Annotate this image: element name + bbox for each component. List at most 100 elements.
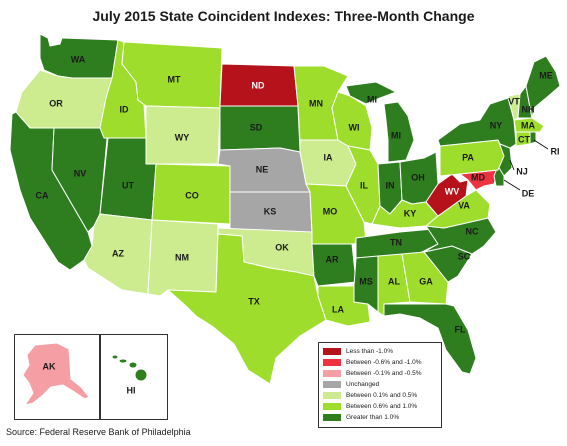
label-MA: MA — [521, 120, 535, 130]
legend-swatch — [323, 359, 341, 366]
hawaii-map: HI — [111, 354, 148, 395]
label-NH: NH — [522, 104, 535, 114]
label-IN: IN — [386, 180, 395, 190]
legend-item-p01_p05: Between 0.1% and 0.5% — [323, 390, 437, 401]
state-WV[interactable] — [425, 173, 469, 217]
alaska-map: AK — [22, 342, 90, 406]
state-MA[interactable] — [513, 117, 545, 133]
leader-nj — [509, 159, 515, 171]
state-MI-UP[interactable] — [345, 81, 397, 105]
label-FL: FL — [455, 324, 466, 334]
label-ME: ME — [539, 70, 553, 80]
state-GA[interactable] — [401, 251, 449, 305]
state-HI-group — [111, 354, 148, 382]
state-TX[interactable] — [167, 233, 327, 385]
label-SD: SD — [250, 122, 263, 132]
legend-item-gt_1: Greater than 1.0% — [323, 412, 437, 423]
label-PA: PA — [462, 152, 474, 162]
label-IA: IA — [324, 152, 334, 162]
state-IL[interactable] — [345, 145, 381, 225]
label-LA: LA — [332, 304, 344, 314]
state-MT[interactable] — [121, 41, 223, 109]
label-OH: OH — [411, 172, 425, 182]
alaska-inset: AK — [14, 334, 100, 420]
state-AR[interactable] — [311, 243, 357, 287]
legend-swatch — [323, 381, 341, 388]
label-RI: RI — [551, 146, 560, 156]
legend-swatch — [323, 392, 341, 399]
hi-island-oahu — [118, 358, 128, 364]
legend-label: Unchanged — [346, 381, 380, 388]
label-CO: CO — [185, 190, 199, 200]
legend-item-p06_p10: Between 0.6% and 1.0% — [323, 401, 437, 412]
legend-label: Between 0.6% and 1.0% — [346, 403, 418, 410]
legend-label: Between -0.6% and -1.0% — [346, 359, 422, 366]
state-IA[interactable] — [299, 139, 357, 187]
label-AL: AL — [388, 276, 400, 286]
label-MO: MO — [323, 206, 338, 216]
leader-de — [503, 179, 521, 191]
label-ID: ID — [120, 104, 130, 114]
label-WV: WV — [445, 186, 460, 196]
state-KY[interactable] — [371, 199, 439, 229]
label-WA: WA — [71, 54, 86, 64]
label-MS: MS — [359, 276, 373, 286]
legend-item-unchanged: Unchanged — [323, 379, 437, 390]
hi-island-big — [134, 368, 148, 382]
label-GA: GA — [419, 276, 433, 286]
label-NC: NC — [466, 226, 479, 236]
label-MN: MN — [309, 98, 323, 108]
label-NM: NM — [175, 252, 189, 262]
label-DE: DE — [522, 188, 535, 198]
label-TN: TN — [390, 237, 402, 247]
label-MI-UP: MI — [367, 94, 377, 104]
legend-label: Less than -1.0% — [346, 348, 393, 355]
legend-swatch — [323, 414, 341, 421]
legend: Less than -1.0% Between -0.6% and -1.0% Be… — [318, 342, 442, 428]
legend-swatch — [323, 370, 341, 377]
state-ME[interactable] — [525, 55, 561, 119]
label-KS: KS — [264, 206, 277, 216]
legend-item-neg06_neg1: Between -0.6% and -1.0% — [323, 357, 437, 368]
label-OR: OR — [49, 98, 63, 108]
label-NY: NY — [490, 120, 503, 130]
label-SC: SC — [458, 251, 471, 261]
label-CA: CA — [36, 190, 49, 200]
label-NE: NE — [256, 164, 269, 174]
label-KY: KY — [404, 208, 417, 218]
label-ND: ND — [252, 80, 265, 90]
label-UT: UT — [122, 180, 134, 190]
legend-item-lt_neg1: Less than -1.0% — [323, 346, 437, 357]
label-AR: AR — [326, 254, 339, 264]
label-AZ: AZ — [112, 248, 124, 258]
state-OR[interactable] — [15, 69, 113, 129]
label-TX: TX — [248, 296, 260, 306]
label-VA: VA — [458, 200, 470, 210]
state-NY[interactable] — [437, 97, 517, 149]
map-title: July 2015 State Coincident Indexes: Thre… — [92, 8, 475, 24]
label-NV: NV — [74, 168, 87, 178]
label-MI: MI — [391, 130, 401, 140]
state-MI[interactable] — [383, 101, 415, 163]
label-CT: CT — [518, 134, 530, 144]
label-OK: OK — [275, 242, 289, 252]
label-NJ: NJ — [516, 166, 528, 176]
state-HI[interactable] — [111, 354, 119, 360]
label-VT: VT — [508, 96, 520, 106]
label-AK: AK — [43, 361, 56, 371]
legend-label: Greater than 1.0% — [346, 414, 400, 421]
label-HI: HI — [127, 385, 136, 395]
legend-label: Between 0.1% and 0.5% — [346, 392, 418, 399]
label-WI: WI — [349, 122, 360, 132]
legend-label: Between -0.1% and -0.5% — [346, 370, 422, 377]
leader-ri — [533, 139, 549, 150]
source-note: Source: Federal Reserve Bank of Philadel… — [6, 427, 191, 437]
state-RI[interactable] — [529, 131, 537, 145]
legend-swatch — [323, 348, 341, 355]
state-FL[interactable] — [383, 303, 477, 375]
legend-item-neg01_neg05: Between -0.1% and -0.5% — [323, 368, 437, 379]
state-AK[interactable] — [22, 342, 90, 406]
hawaii-inset: HI — [100, 334, 168, 420]
label-MT: MT — [168, 74, 181, 84]
